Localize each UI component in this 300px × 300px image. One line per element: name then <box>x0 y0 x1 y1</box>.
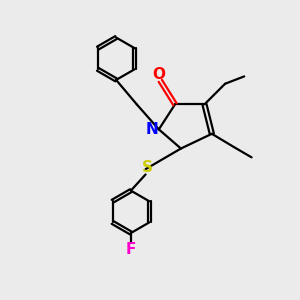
Text: S: S <box>142 160 153 175</box>
Text: O: O <box>153 67 166 82</box>
Text: F: F <box>126 242 136 257</box>
Text: N: N <box>146 122 159 137</box>
